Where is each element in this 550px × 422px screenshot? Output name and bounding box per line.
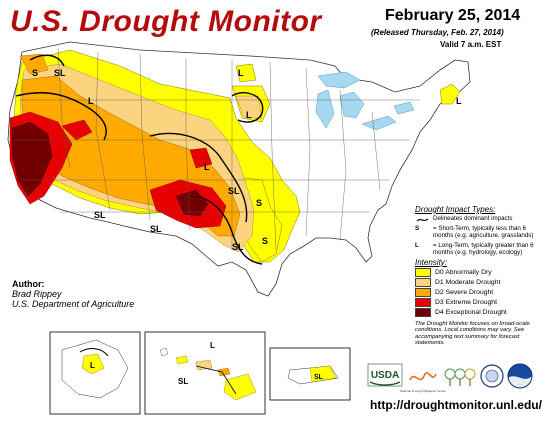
d1-label: D1 Moderate Drought xyxy=(435,279,501,286)
d3-label: D3 Extreme Drought xyxy=(435,299,497,306)
label-l-hi: L xyxy=(210,341,215,350)
s-text: = Short-Term, typically less than 6 mont… xyxy=(433,225,534,239)
label-s-ar: S xyxy=(262,236,268,246)
d3-swatch xyxy=(415,298,431,307)
release-date: (Released Thursday, Feb. 27, 2014) xyxy=(371,28,504,37)
page-title: U.S. Drought Monitor xyxy=(10,5,322,38)
label-sl-nm: SL xyxy=(150,224,162,234)
legend-delineates-row: Delineates dominant impacts xyxy=(415,215,545,222)
puerto-rico-inset: SL xyxy=(269,347,351,401)
alaska-inset: L xyxy=(49,331,141,415)
intensity-title: Intensity: xyxy=(415,258,448,267)
partner-logos: USDA National Drought Mitigation Center xyxy=(367,363,533,393)
label-sl-pr: SL xyxy=(314,374,324,381)
usda-logo: USDA xyxy=(367,363,403,387)
legend-d1: D1 Moderate Drought xyxy=(415,278,545,287)
l-symbol: L xyxy=(415,242,419,249)
state-boundaries xyxy=(14,47,420,251)
d0-label: D0 Abnormally Dry xyxy=(435,269,492,276)
svg-text:National Drought Mitigation Ce: National Drought Mitigation Center xyxy=(400,389,446,393)
valid-time: Valid 7 a.m. EST xyxy=(440,40,502,49)
noaa-logo xyxy=(507,363,533,389)
label-sl-tx: SL xyxy=(232,242,244,252)
label-s-ok: S xyxy=(256,198,262,208)
label-sl-az: SL xyxy=(94,210,106,220)
d1-swatch xyxy=(415,278,431,287)
label-l-me: L xyxy=(456,96,462,106)
legend-d3: D3 Extreme Drought xyxy=(415,298,545,307)
legend-note: The Drought Monitor focuses on broad-sca… xyxy=(415,321,530,347)
trees-logo xyxy=(444,368,476,386)
ndmc-logo: National Drought Mitigation Center xyxy=(400,372,446,393)
author-org: U.S. Department of Agriculture xyxy=(12,299,135,309)
doc-seal xyxy=(480,364,504,388)
label-l-co: L xyxy=(204,162,210,172)
svg-text:USDA: USDA xyxy=(371,370,399,381)
legend-s-row: S = Short-Term, typically less than 6 mo… xyxy=(415,225,545,239)
label-sl-ks: SL xyxy=(228,186,240,196)
d4-label: D4 Exceptional Drought xyxy=(435,309,507,316)
great-lakes xyxy=(315,71,415,131)
label-sl-or: SL xyxy=(54,68,66,78)
label-l-id: L xyxy=(88,96,94,106)
label-l-ak: L xyxy=(90,361,95,370)
hawaii-inset: L SL xyxy=(144,331,266,415)
author-block: Author: Brad Rippey U.S. Department of A… xyxy=(12,279,134,309)
legend-l-row: L = Long-Term, typically greater than 6 … xyxy=(415,242,545,256)
d2-label: D2 Severe Drought xyxy=(435,289,494,296)
legend-d0: D0 Abnormally Dry xyxy=(415,268,545,277)
legend-d4: D4 Exceptional Drought xyxy=(415,308,545,317)
legend-d2: D2 Severe Drought xyxy=(415,288,545,297)
legend: Drought Impact Types: Delineates dominan… xyxy=(415,206,545,347)
map-date: February 25, 2014 xyxy=(385,7,521,24)
label-s-ca: S xyxy=(32,68,38,78)
author-heading: Author: xyxy=(12,279,45,289)
impact-labels: S SL L L L L SL S S SL SL SL L xyxy=(32,68,462,252)
d2-swatch xyxy=(415,288,431,297)
label-sl-hi: SL xyxy=(178,377,188,386)
label-l-nd: L xyxy=(238,68,244,78)
s-symbol: S xyxy=(415,225,420,232)
d4-swatch xyxy=(415,308,431,317)
website-link[interactable]: http://droughtmonitor.unl.edu/ xyxy=(370,398,542,412)
label-l-sd: L xyxy=(246,110,252,120)
impact-types-title: Drought Impact Types: xyxy=(415,205,496,214)
l-text: = Long-Term, typically greater than 6 mo… xyxy=(433,242,534,256)
delineates-text: Delineates dominant impacts xyxy=(433,215,513,222)
impact-boundaries xyxy=(15,54,264,265)
d0-swatch xyxy=(415,268,431,277)
d4-region xyxy=(11,121,209,217)
impact-line-symbol xyxy=(416,218,429,222)
author-name: Brad Rippey xyxy=(12,289,62,299)
